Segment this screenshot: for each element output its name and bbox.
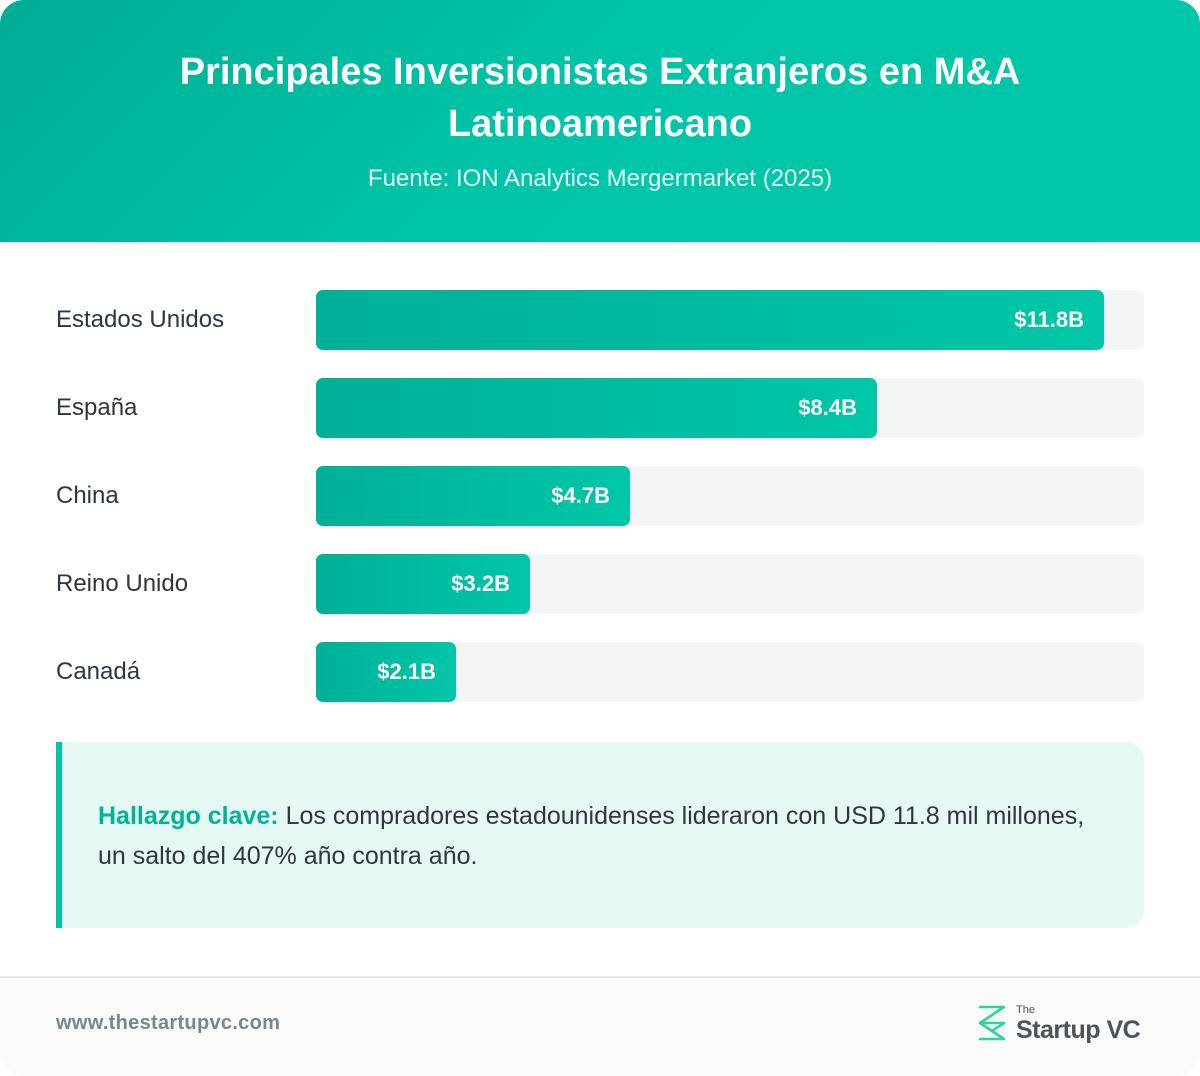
chart-subtitle: Fuente: ION Analytics Mergermarket (2025…	[367, 165, 833, 192]
bar-value-label: $11.8B	[1014, 307, 1084, 332]
bar-row: Reino Unido $3.2B	[0, 554, 1200, 614]
bar-track: $4.7B	[316, 466, 1144, 526]
chart-title: Principales Inversionistas Extranjeros e…	[179, 51, 1021, 145]
bar-track: $11.8B	[316, 290, 1144, 350]
startupvc-logo-icon	[978, 1005, 1006, 1041]
category-label: Canadá	[56, 658, 141, 685]
bar-row: Estados Unidos $11.8B	[0, 290, 1200, 350]
category-label: China	[56, 482, 119, 509]
bar-row: España $8.4B	[0, 378, 1200, 438]
header-banner: Principales Inversionistas Extranjeros e…	[0, 0, 1200, 242]
bar-chart: Estados Unidos $11.8B España $8.4B China $4.7…	[0, 242, 1200, 722]
bar-value-label: $2.1B	[377, 659, 436, 684]
bar-value-label: $3.2B	[451, 571, 510, 596]
bar: $11.8B	[316, 290, 1104, 350]
bar-row: Canadá $2.1B	[0, 642, 1200, 702]
bar-track: $8.4B	[316, 378, 1144, 438]
bar-value-label: $8.4B	[798, 395, 857, 420]
footer: www.thestartupvc.com The Startup VC	[0, 978, 1200, 1076]
bar: $2.1B	[316, 642, 456, 702]
bar-track: $2.1B	[316, 642, 1144, 702]
logo-name-text: Startup VC	[1016, 1016, 1141, 1044]
category-label: España	[56, 394, 138, 421]
bar-row: China $4.7B	[0, 466, 1200, 526]
footer-divider	[0, 976, 1200, 978]
key-finding-body: Los compradores estadounidenses lideraro…	[98, 802, 1085, 870]
key-finding-label: Hallazgo clave:	[98, 802, 279, 830]
key-finding-text: Hallazgo clave: Los compradores estadoun…	[98, 796, 1108, 876]
bar: $3.2B	[316, 554, 530, 614]
logo-the-text: The	[1016, 1004, 1035, 1016]
category-label: Estados Unidos	[56, 306, 225, 333]
key-finding-box: Hallazgo clave: Los compradores estadoun…	[56, 742, 1144, 928]
website-url: www.thestartupvc.com	[56, 1012, 281, 1034]
bar: $8.4B	[316, 378, 877, 438]
bar-track: $3.2B	[316, 554, 1144, 614]
category-label: Reino Unido	[56, 570, 189, 597]
startupvc-logo: The Startup VC	[974, 1002, 1146, 1050]
bar-value-label: $4.7B	[551, 483, 610, 508]
bar: $4.7B	[316, 466, 630, 526]
